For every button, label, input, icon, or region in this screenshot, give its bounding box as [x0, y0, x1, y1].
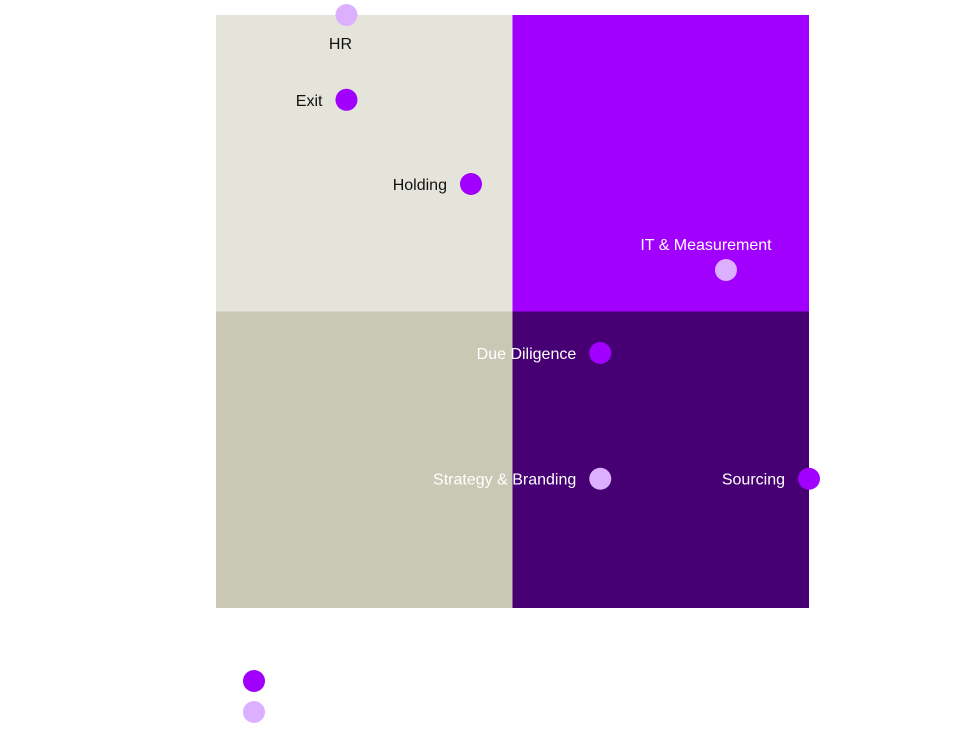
data-point-2 — [459, 173, 482, 196]
data-point-label-6: Sourcing — [722, 472, 785, 489]
legend-marker-1 — [243, 701, 265, 723]
data-point-6 — [798, 467, 820, 490]
legend-marker-0 — [243, 670, 265, 692]
data-point-4 — [589, 342, 612, 365]
data-point-3 — [714, 258, 737, 281]
data-point-5 — [589, 467, 612, 490]
data-point-label-2: Holding — [393, 177, 447, 194]
data-point-1 — [335, 88, 358, 111]
points-layer: HR Exit Holding IT & Measurement Due Diligen… — [296, 4, 820, 490]
quadrant-top-right — [512, 15, 809, 312]
data-point-label-4: Due Diligence — [477, 346, 577, 363]
quadrant-bottom-left — [216, 311, 513, 608]
legend — [243, 670, 265, 723]
data-point-label-3: IT & Measurement — [640, 237, 772, 254]
quadrant-top-left — [216, 15, 513, 312]
quadrant-bottom-right — [512, 311, 809, 608]
data-point-label-0: HR — [329, 36, 352, 53]
data-point-label-5: Strategy & Branding — [433, 472, 576, 489]
data-point-label-1: Exit — [296, 93, 323, 110]
data-point-0 — [335, 4, 358, 26]
